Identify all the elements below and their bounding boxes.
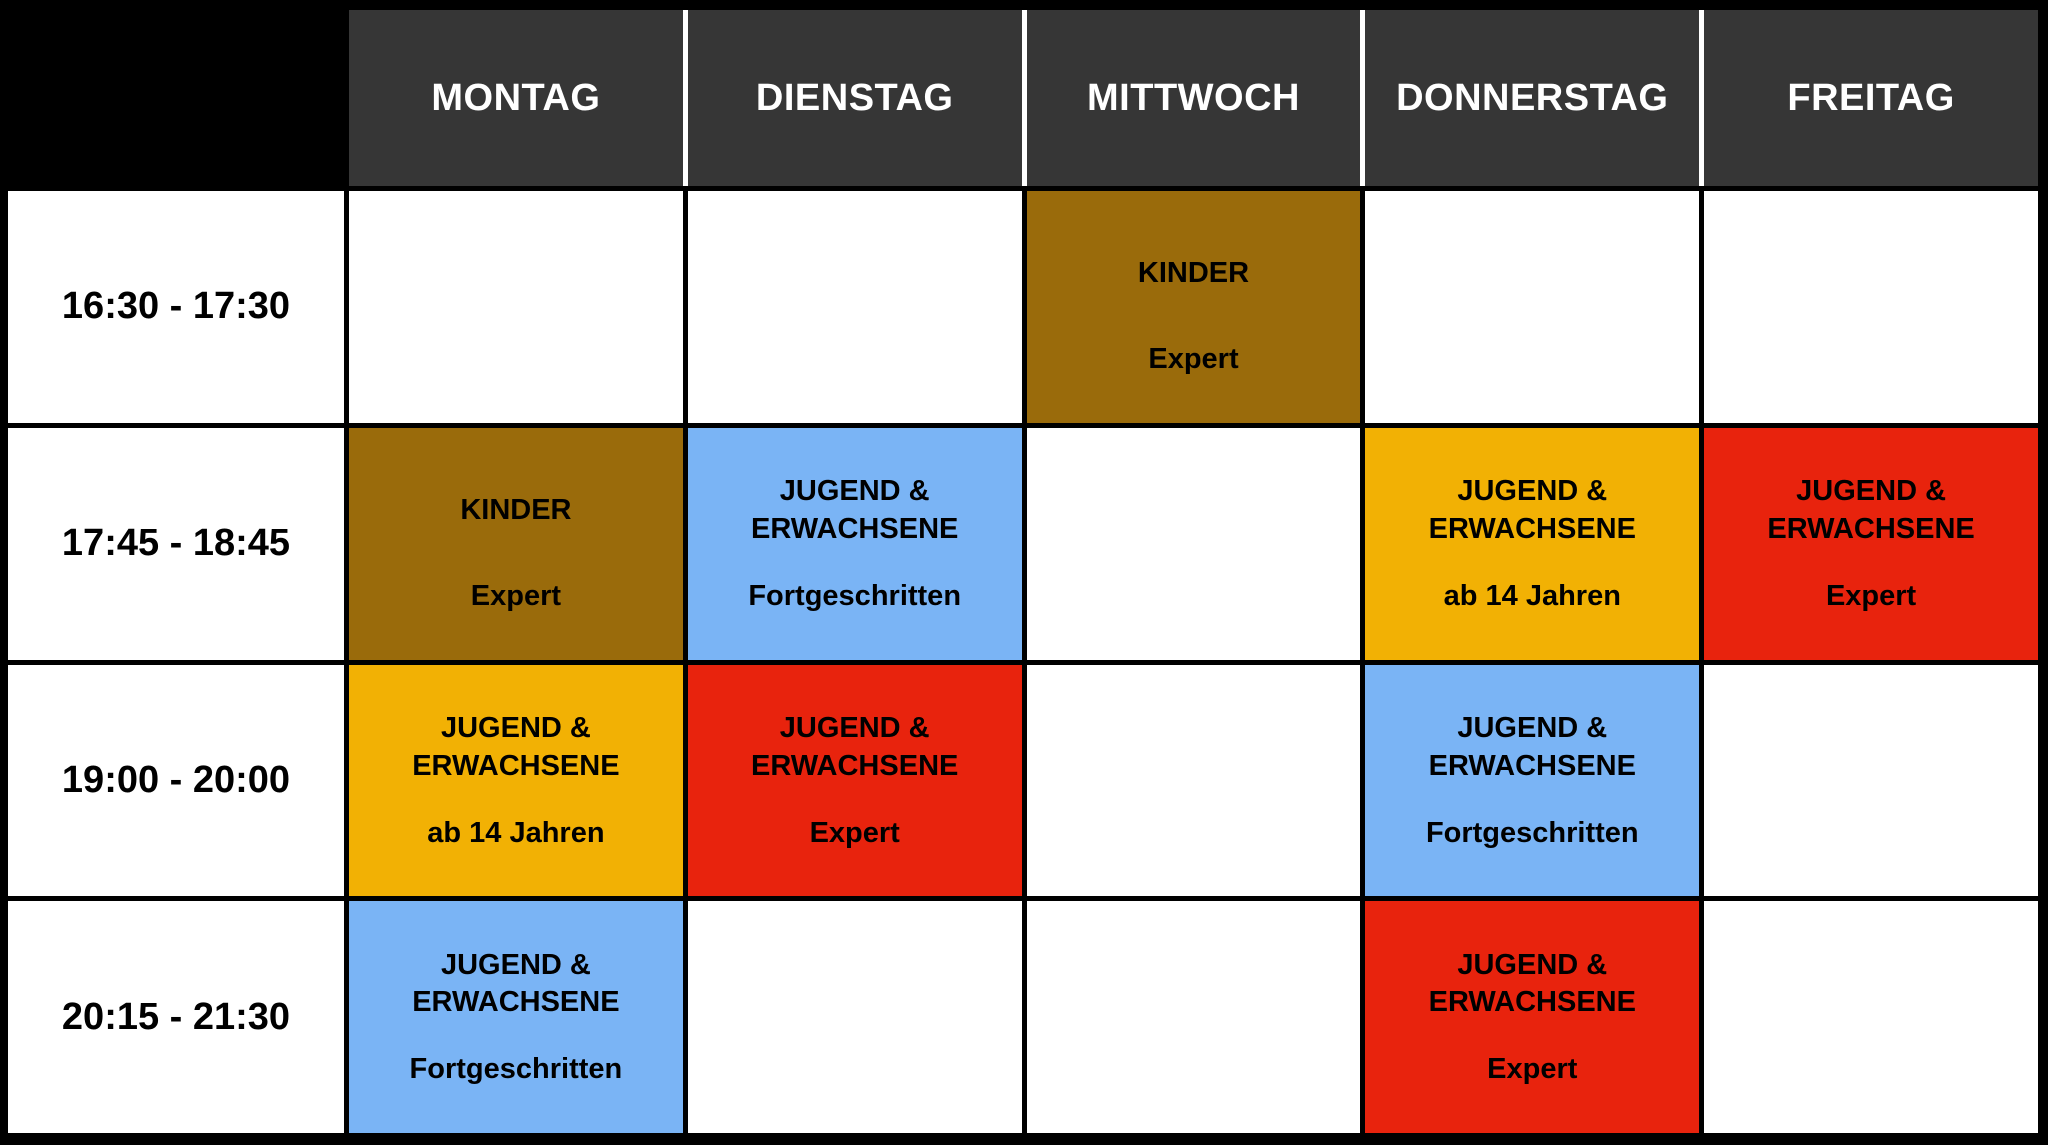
- cell-title: [1855, 927, 1887, 1041]
- corner-cell: [8, 10, 344, 186]
- cell-title: KINDER: [460, 493, 572, 526]
- schedule-cell-freitag-2015: [1704, 901, 2038, 1133]
- schedule-cell-montag-2015: JUGEND & ERWACHSENE Fortgeschritten: [349, 901, 683, 1133]
- cell-title: [839, 927, 871, 1041]
- schedule-cell-mittwoch-1630: KINDER Expert: [1026, 191, 1361, 423]
- cell-title: JUGEND & ERWACHSENE: [751, 711, 959, 782]
- cell-subtitle: ab 14 Jahren: [427, 816, 605, 849]
- cell-title: KINDER: [1137, 257, 1250, 290]
- cell-subtitle: Fortgeschritten: [1425, 816, 1639, 849]
- cell-title: [1177, 927, 1209, 1041]
- cell-title: JUGEND & ERWACHSENE: [412, 948, 620, 1019]
- schedule-cell-dienstag-2015: [687, 901, 1022, 1133]
- schedule-cell-donnerstag-1900: JUGEND & ERWACHSENE Fortgeschritten: [1365, 664, 1700, 897]
- time-cell-2015: 20:15 - 21:30: [8, 901, 344, 1133]
- schedule-cell-dienstag-1745: JUGEND & ERWACHSENE Fortgeschritten: [687, 427, 1022, 660]
- day-header-freitag: FREITAG: [1699, 10, 2038, 186]
- cell-subtitle: Expert: [470, 579, 562, 612]
- schedule-cell-donnerstag-1630: [1365, 191, 1700, 423]
- cell-title: [1177, 454, 1209, 568]
- time-cell-1745: 17:45 - 18:45: [8, 427, 344, 660]
- schedule-cell-montag-1630: [349, 191, 683, 423]
- cell-title: JUGEND & ERWACHSENE: [1428, 948, 1636, 1019]
- cell-title: [1177, 691, 1209, 805]
- schedule-cell-mittwoch-1745: [1026, 427, 1361, 660]
- day-header-montag: MONTAG: [349, 10, 683, 186]
- schedule-cell-freitag-1745: JUGEND & ERWACHSENE Expert: [1704, 427, 2038, 660]
- schedule-cell-donnerstag-2015: JUGEND & ERWACHSENE Expert: [1365, 901, 1700, 1133]
- schedule-cell-mittwoch-2015: [1026, 901, 1361, 1133]
- schedule-cell-montag-1900: JUGEND & ERWACHSENE ab 14 Jahren: [349, 664, 683, 897]
- schedule-cell-freitag-1900: [1704, 664, 2038, 897]
- day-header-donnerstag: DONNERSTAG: [1360, 10, 1700, 186]
- schedule-cell-montag-1745: KINDER Expert: [349, 427, 683, 660]
- cell-subtitle: ab 14 Jahren: [1443, 579, 1621, 612]
- time-cell-1630: 16:30 - 17:30: [8, 191, 344, 423]
- cell-title: [839, 217, 871, 331]
- cell-subtitle: Expert: [1825, 579, 1917, 612]
- cell-title: [1516, 217, 1548, 331]
- cell-title: [1855, 217, 1887, 331]
- cell-title: JUGEND & ERWACHSENE: [1428, 711, 1636, 782]
- cell-subtitle: Fortgeschritten: [748, 579, 962, 612]
- cell-title: [1855, 691, 1887, 805]
- cell-title: [500, 217, 532, 331]
- schedule-cell-mittwoch-1900: [1026, 664, 1361, 897]
- cell-title: JUGEND & ERWACHSENE: [1428, 475, 1636, 545]
- schedule-grid: MONTAG DIENSTAG MITTWOCH DONNERSTAG FREI…: [8, 10, 2038, 1133]
- schedule-cell-dienstag-1900: JUGEND & ERWACHSENE Expert: [687, 664, 1022, 897]
- cell-subtitle: Expert: [1148, 343, 1239, 375]
- schedule-cell-dienstag-1630: [687, 191, 1022, 423]
- time-cell-1900: 19:00 - 20:00: [8, 664, 344, 897]
- schedule-cell-donnerstag-1745: JUGEND & ERWACHSENE ab 14 Jahren: [1365, 427, 1700, 660]
- day-header-mittwoch: MITTWOCH: [1021, 10, 1361, 186]
- cell-subtitle: Expert: [1487, 1053, 1578, 1086]
- cell-title: JUGEND & ERWACHSENE: [412, 711, 620, 782]
- cell-title: JUGEND & ERWACHSENE: [751, 475, 959, 545]
- cell-title: JUGEND & ERWACHSENE: [1767, 475, 1975, 545]
- cell-subtitle: Fortgeschritten: [409, 1053, 623, 1086]
- cell-subtitle: Expert: [809, 816, 900, 849]
- day-header-dienstag: DIENSTAG: [682, 10, 1022, 186]
- schedule-cell-freitag-1630: [1704, 191, 2038, 423]
